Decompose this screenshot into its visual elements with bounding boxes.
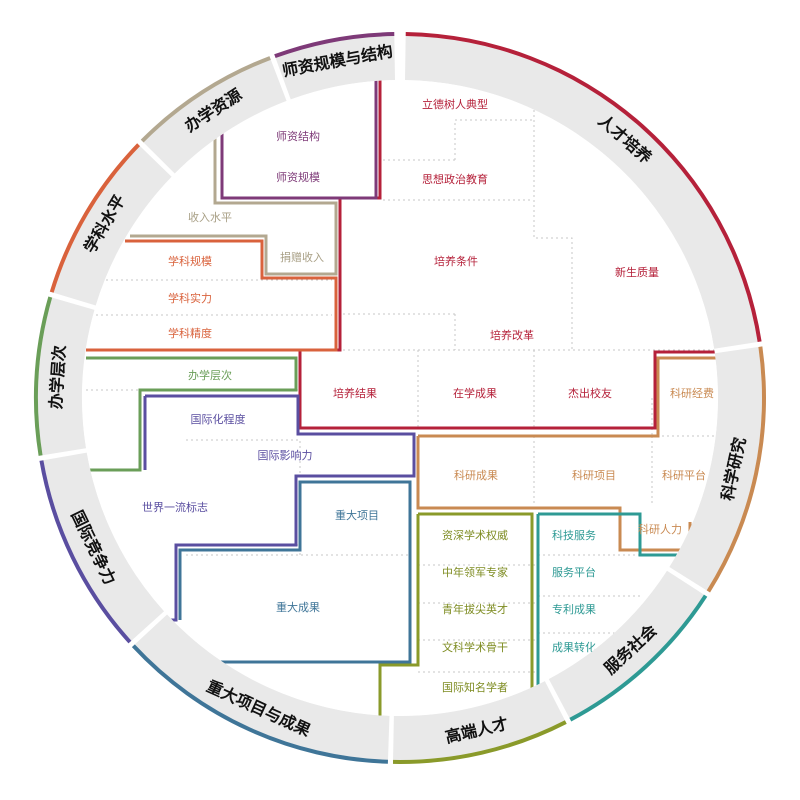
cell-xinsheng: 新生质量 — [615, 265, 659, 279]
cell-zishen: 资深学术权威 — [442, 528, 508, 542]
cell-zaixue: 在学成果 — [453, 386, 497, 400]
cell-chengguo-zhuanhua: 成果转化 — [552, 640, 596, 654]
cell-xueke-guimo: 学科规模 — [168, 254, 212, 268]
cell-keyan-xiangmu: 科研项目 — [572, 468, 616, 482]
cell-guoji-yingxiang: 国际影响力 — [258, 449, 313, 462]
ring-segment-bg — [275, 36, 396, 100]
indicator-area: 立德树人典型 思想政治教育 新生质量 培养条件 培养改革 培养结果 在学成果 杰… — [82, 80, 718, 716]
cell-peiyang-gaige: 培养改革 — [490, 328, 534, 342]
cell-jiechu: 杰出校友 — [568, 386, 612, 400]
inner-disc — [82, 80, 718, 716]
ring-segment-cengci: 办学层次 — [33, 296, 95, 456]
cengci-outline — [86, 356, 298, 472]
xueke-outline — [86, 239, 338, 352]
ziyuan-outline — [130, 130, 338, 276]
ring-segment-bg — [143, 59, 287, 174]
cell-lideshuren: 立德树人典型 — [422, 97, 488, 111]
ring-segment-bg — [548, 570, 704, 718]
cell-zhongda-chengguo: 重大成果 — [276, 600, 320, 614]
cell-zhuanli: 专利成果 — [552, 602, 596, 616]
cell-zhongnian: 中年领军专家 — [442, 565, 508, 579]
cell-shijie-yiliu: 世界一流标志 — [142, 500, 208, 514]
cell-fuwu-pingtai: 服务平台 — [552, 565, 596, 579]
cell-shizi-guimo: 师资规模 — [276, 170, 320, 184]
cell-xueke-jingdu: 学科精度 — [168, 326, 212, 340]
ring-segment-bg — [134, 614, 390, 760]
cell-banxue-cengci: 办学层次 — [188, 368, 232, 382]
cell-shouru: 收入水平 — [188, 210, 232, 224]
cell-labels: 立德树人典型 思想政治教育 新生质量 培养条件 培养改革 培养结果 在学成果 杰… — [142, 97, 714, 694]
cell-sixiang: 思想政治教育 — [422, 172, 488, 186]
cell-keyan-chengguo: 科研成果 — [454, 468, 498, 482]
cell-wenke: 文科学术骨干 — [442, 640, 508, 654]
cell-keyan-renli: 科研人力 — [638, 522, 682, 536]
cell-keyan-pingtai: 科研平台 — [662, 468, 706, 482]
ring-segment-color-strip — [274, 32, 395, 59]
ring-segment-keyan: 科学研究 — [669, 346, 766, 593]
gaoduan-outline — [378, 512, 534, 716]
cell-guojihua: 国际化程度 — [191, 412, 246, 426]
cell-qingnian: 青年拔尖英才 — [442, 602, 508, 616]
ring-segment-gaoduan: 高端人才 — [392, 681, 567, 764]
shizi-outline — [220, 80, 378, 200]
cell-keyan-jingfei: 科研经费 — [670, 386, 714, 400]
ring-segment-bg — [393, 681, 565, 760]
category-ring: 人才培养科学研究服务社会高端人才重大项目与成果国际竞争力办学层次学科水平办学资源… — [33, 32, 766, 764]
cell-peiyang-jieguo: 培养结果 — [333, 386, 377, 400]
cell-shizi-jiegou: 师资结构 — [276, 129, 320, 143]
cell-keji-fuwu: 科技服务 — [552, 528, 596, 542]
ring-segment-color-strip — [33, 296, 53, 456]
ring-label-cengci: 办学层次 — [46, 345, 69, 410]
fuwu-outline — [536, 512, 700, 712]
guoji-outline — [130, 394, 416, 622]
ring-segment-color-strip — [140, 56, 271, 143]
cell-peiyang-tiaojian: 培养条件 — [434, 254, 478, 268]
zhongda-outline — [178, 480, 412, 664]
cell-zhongda-xiangmu: 重大项目 — [335, 508, 379, 522]
ring-segment-shizi: 师资规模与结构 — [274, 32, 396, 100]
ring-segment-bg — [669, 346, 763, 591]
cell-juanzeng: 捐赠收入 — [280, 250, 324, 264]
ring-segment-bg — [53, 146, 172, 306]
ring-segment-bg — [38, 297, 95, 456]
ring-segment-bg — [404, 36, 758, 349]
cell-guoji-zhiming: 国际知名学者 — [442, 680, 508, 694]
cell-xueke-shili: 学科实力 — [168, 291, 212, 305]
ring-segment-bg — [43, 452, 165, 641]
